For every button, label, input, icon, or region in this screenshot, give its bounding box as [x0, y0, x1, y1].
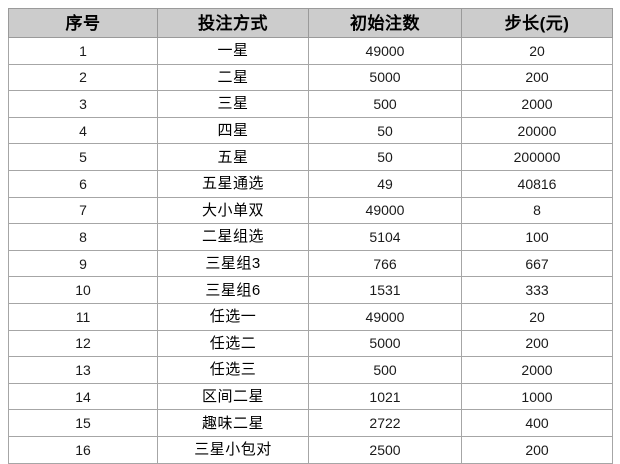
cell-index: 5: [8, 143, 158, 171]
table-row: 5 五星 50 200000: [8, 143, 613, 171]
cell-index: 1: [8, 37, 158, 65]
cell-count: 2722: [308, 409, 462, 437]
cell-count: 5104: [308, 223, 462, 251]
column-header-count: 初始注数: [308, 8, 462, 38]
cell-index: 13: [8, 356, 158, 384]
cell-step: 20: [461, 302, 613, 331]
cell-mode: 五星: [157, 143, 309, 171]
cell-count: 500: [308, 356, 462, 384]
table-body: 1 一星 49000 20 2 二星 5000 200 3 三星 500 200…: [8, 37, 613, 464]
cell-mode: 区间二星: [157, 382, 309, 411]
cell-mode: 任选三: [157, 356, 309, 384]
table-row: 10 三星组6 1531 333: [8, 276, 613, 304]
cell-index: 12: [8, 329, 158, 358]
cell-mode: 三星组3: [157, 249, 309, 278]
table-row: 9 三星组3 766 667: [8, 249, 613, 278]
table-row: 6 五星通选 49 40816: [8, 169, 613, 198]
cell-mode: 三星小包对: [157, 435, 309, 464]
cell-step: 1000: [461, 382, 613, 411]
cell-step: 2000: [461, 90, 613, 118]
table-header: 序号 投注方式 初始注数 步长(元): [8, 8, 613, 38]
cell-index: 14: [8, 382, 158, 411]
cell-count: 49000: [308, 37, 462, 65]
bet-methods-table: 序号 投注方式 初始注数 步长(元) 1 一星 49000 20 2 二星 50…: [8, 8, 613, 464]
cell-mode: 二星: [157, 63, 309, 92]
cell-step: 333: [461, 276, 613, 304]
cell-step: 200: [461, 63, 613, 92]
column-header-index: 序号: [8, 8, 158, 38]
cell-index: 15: [8, 409, 158, 437]
cell-index: 9: [8, 249, 158, 278]
table-row: 12 任选二 5000 200: [8, 329, 613, 358]
cell-step: 8: [461, 196, 613, 225]
table-row: 16 三星小包对 2500 200: [8, 435, 613, 464]
cell-count: 1021: [308, 382, 462, 411]
cell-count: 49: [308, 169, 462, 198]
cell-step: 2000: [461, 356, 613, 384]
cell-count: 49000: [308, 196, 462, 225]
cell-index: 6: [8, 169, 158, 198]
cell-index: 2: [8, 63, 158, 92]
table-row: 15 趣味二星 2722 400: [8, 409, 613, 437]
cell-count: 50: [308, 143, 462, 171]
cell-count: 50: [308, 116, 462, 145]
cell-step: 200000: [461, 143, 613, 171]
cell-mode: 趣味二星: [157, 409, 309, 437]
table-row: 14 区间二星 1021 1000: [8, 382, 613, 411]
table-row: 2 二星 5000 200: [8, 63, 613, 92]
table-row: 11 任选一 49000 20: [8, 302, 613, 331]
cell-mode: 五星通选: [157, 169, 309, 198]
cell-index: 4: [8, 116, 158, 145]
cell-count: 2500: [308, 435, 462, 464]
table-row: 1 一星 49000 20: [8, 37, 613, 65]
table-row: 4 四星 50 20000: [8, 116, 613, 145]
table-header-row: 序号 投注方式 初始注数 步长(元): [8, 8, 613, 38]
cell-mode: 任选二: [157, 329, 309, 358]
cell-step: 200: [461, 435, 613, 464]
cell-count: 500: [308, 90, 462, 118]
cell-step: 100: [461, 223, 613, 251]
cell-index: 8: [8, 223, 158, 251]
cell-step: 20000: [461, 116, 613, 145]
cell-mode: 三星: [157, 90, 309, 118]
cell-count: 5000: [308, 63, 462, 92]
cell-mode: 三星组6: [157, 276, 309, 304]
cell-index: 11: [8, 302, 158, 331]
cell-count: 49000: [308, 302, 462, 331]
cell-count: 1531: [308, 276, 462, 304]
table-row: 7 大小单双 49000 8: [8, 196, 613, 225]
table-row: 13 任选三 500 2000: [8, 356, 613, 384]
cell-index: 7: [8, 196, 158, 225]
cell-count: 5000: [308, 329, 462, 358]
table-row: 3 三星 500 2000: [8, 90, 613, 118]
column-header-step: 步长(元): [461, 8, 613, 38]
cell-index: 3: [8, 90, 158, 118]
cell-mode: 任选一: [157, 302, 309, 331]
cell-mode: 大小单双: [157, 196, 309, 225]
cell-mode: 四星: [157, 116, 309, 145]
cell-count: 766: [308, 249, 462, 278]
cell-step: 20: [461, 37, 613, 65]
cell-step: 200: [461, 329, 613, 358]
cell-mode: 一星: [157, 37, 309, 65]
column-header-mode: 投注方式: [157, 8, 309, 38]
cell-mode: 二星组选: [157, 223, 309, 251]
cell-step: 40816: [461, 169, 613, 198]
cell-index: 10: [8, 276, 158, 304]
cell-step: 667: [461, 249, 613, 278]
cell-index: 16: [8, 435, 158, 464]
cell-step: 400: [461, 409, 613, 437]
table-row: 8 二星组选 5104 100: [8, 223, 613, 251]
